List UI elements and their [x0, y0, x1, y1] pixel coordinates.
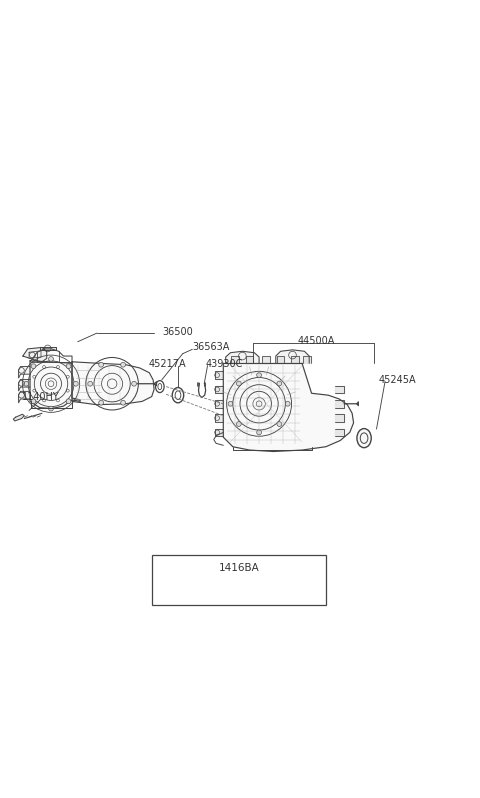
- Polygon shape: [298, 32, 306, 34]
- Circle shape: [120, 401, 125, 405]
- Polygon shape: [276, 350, 309, 363]
- Circle shape: [277, 421, 282, 426]
- Polygon shape: [223, 363, 354, 452]
- Text: 44500A: 44500A: [298, 336, 335, 346]
- Polygon shape: [303, 356, 311, 363]
- Circle shape: [320, 72, 352, 104]
- Polygon shape: [19, 379, 30, 391]
- Polygon shape: [23, 347, 47, 361]
- Polygon shape: [13, 414, 24, 421]
- Circle shape: [257, 373, 262, 377]
- Circle shape: [169, 66, 213, 109]
- Circle shape: [237, 381, 241, 386]
- Circle shape: [31, 364, 36, 369]
- Ellipse shape: [357, 429, 371, 448]
- Circle shape: [31, 399, 36, 404]
- Text: 43930C: 43930C: [205, 358, 242, 369]
- Circle shape: [48, 406, 53, 411]
- Polygon shape: [72, 361, 154, 405]
- Circle shape: [329, 81, 342, 94]
- Polygon shape: [291, 356, 299, 363]
- Text: 45245A: 45245A: [379, 375, 416, 385]
- Polygon shape: [215, 429, 223, 437]
- Polygon shape: [215, 414, 223, 422]
- Circle shape: [257, 430, 262, 435]
- Circle shape: [228, 401, 233, 406]
- Circle shape: [186, 82, 196, 93]
- Polygon shape: [246, 356, 253, 363]
- Polygon shape: [19, 391, 30, 403]
- Circle shape: [285, 401, 290, 406]
- Circle shape: [66, 364, 71, 369]
- Polygon shape: [152, 56, 171, 67]
- Polygon shape: [30, 361, 80, 409]
- Polygon shape: [336, 385, 344, 393]
- Polygon shape: [346, 0, 369, 49]
- Circle shape: [73, 381, 78, 386]
- Polygon shape: [231, 356, 239, 363]
- Polygon shape: [39, 346, 56, 350]
- Polygon shape: [342, 0, 373, 66]
- Polygon shape: [226, 351, 259, 363]
- Polygon shape: [215, 400, 223, 408]
- Polygon shape: [181, 0, 216, 3]
- Circle shape: [66, 399, 71, 404]
- Polygon shape: [19, 366, 30, 378]
- Polygon shape: [336, 400, 344, 408]
- Circle shape: [99, 362, 104, 367]
- Text: 36563A: 36563A: [192, 342, 230, 353]
- Circle shape: [179, 75, 204, 101]
- Polygon shape: [263, 356, 270, 363]
- Polygon shape: [215, 385, 223, 393]
- Text: 1140HY: 1140HY: [22, 392, 60, 401]
- Circle shape: [24, 381, 29, 386]
- Bar: [152, 555, 326, 605]
- Text: 45217A: 45217A: [149, 358, 186, 369]
- Circle shape: [132, 381, 136, 386]
- Circle shape: [88, 381, 93, 386]
- Circle shape: [237, 421, 241, 426]
- Polygon shape: [336, 429, 344, 437]
- Circle shape: [48, 357, 53, 361]
- Circle shape: [120, 362, 125, 367]
- Text: 1416BA: 1416BA: [218, 563, 259, 573]
- Polygon shape: [336, 414, 344, 422]
- Circle shape: [277, 381, 282, 386]
- Polygon shape: [277, 356, 284, 363]
- Polygon shape: [218, 16, 260, 49]
- Polygon shape: [264, 16, 309, 48]
- Text: 36500: 36500: [163, 326, 193, 337]
- Circle shape: [99, 401, 104, 405]
- Polygon shape: [250, 32, 258, 34]
- Polygon shape: [215, 371, 223, 379]
- Circle shape: [310, 61, 362, 113]
